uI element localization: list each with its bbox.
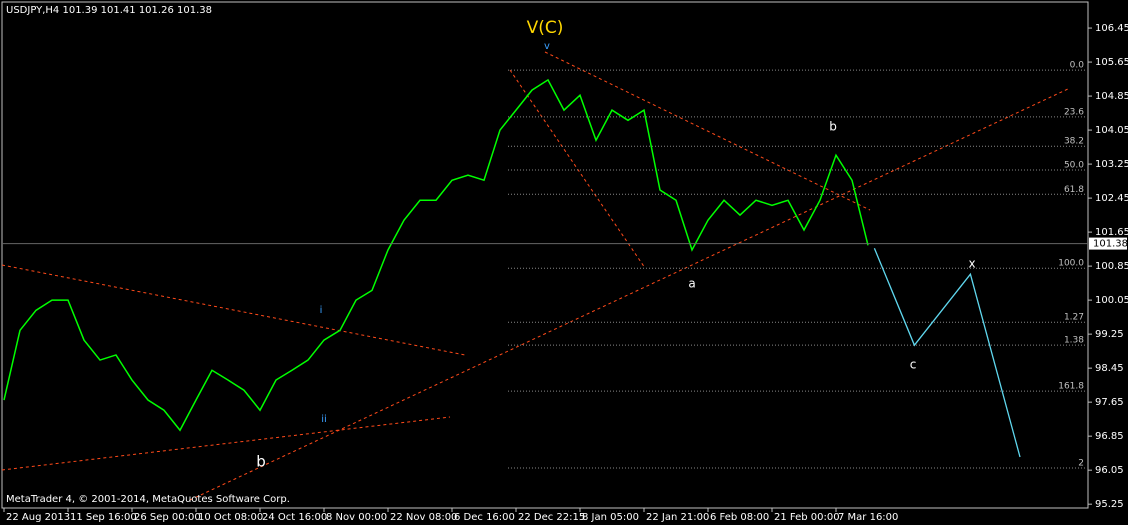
y-tick-label: 99.25 bbox=[1095, 329, 1124, 340]
y-tick-label: 103.25 bbox=[1095, 159, 1128, 170]
y-tick-label: 96.05 bbox=[1095, 465, 1124, 476]
fib-label: 61.8 bbox=[1064, 185, 1084, 195]
fib-label: 2 bbox=[1078, 459, 1084, 469]
y-tick-label: 95.25 bbox=[1095, 499, 1124, 510]
wave-label: v bbox=[544, 41, 550, 52]
fib-label: 161.8 bbox=[1058, 382, 1084, 392]
footer: MetaTrader 4, © 2001-2014, MetaQuotes So… bbox=[6, 494, 290, 505]
wave-label: b bbox=[256, 453, 266, 471]
y-tick-label: 104.05 bbox=[1095, 125, 1128, 136]
y-tick-label: 100.05 bbox=[1095, 295, 1128, 306]
wave-label: x bbox=[968, 257, 975, 271]
trend-lines bbox=[1, 51, 1071, 501]
x-tick-label: 22 Dec 22:15 bbox=[518, 512, 585, 523]
y-tick-label: 98.45 bbox=[1095, 363, 1124, 374]
chart-title: USDJPY,H4 101.39 101.41 101.26 101.38 bbox=[6, 5, 212, 16]
y-tick-label: 105.65 bbox=[1095, 57, 1128, 68]
y-tick-label: 102.45 bbox=[1095, 193, 1128, 204]
y-tick-label: 100.85 bbox=[1095, 261, 1128, 272]
fib-label: 50.0 bbox=[1064, 161, 1084, 171]
y-tick-label: 96.85 bbox=[1095, 431, 1124, 442]
plot-frame bbox=[1, 1, 1089, 509]
x-tick-label: 7 Mar 16:00 bbox=[838, 512, 898, 523]
y-tick-label: 101.65 bbox=[1095, 227, 1128, 238]
x-tick-label: 26 Sep 00:00 bbox=[134, 512, 201, 523]
x-tick-label: 21 Feb 00:00 bbox=[774, 512, 840, 523]
fib-label: 1.38 bbox=[1064, 336, 1084, 346]
x-tick-label: 22 Aug 2013 bbox=[6, 512, 70, 523]
fib-label: 23.6 bbox=[1064, 107, 1084, 117]
wave-label: b bbox=[829, 120, 837, 134]
x-tick-label: 24 Oct 16:00 bbox=[262, 512, 327, 523]
fib-label: 38.2 bbox=[1064, 137, 1084, 147]
y-tick-label: 104.85 bbox=[1095, 91, 1128, 102]
x-tick-label: 8 Nov 00:00 bbox=[326, 512, 387, 523]
x-tick-label: 11 Sep 16:00 bbox=[70, 512, 137, 523]
x-tick-label: 8 Jan 05:00 bbox=[582, 512, 639, 523]
wave-label: c bbox=[910, 358, 917, 372]
x-tick-label: 6 Feb 08:00 bbox=[710, 512, 769, 523]
current-price-box bbox=[1089, 237, 1127, 250]
fib-label: 0.0 bbox=[1070, 61, 1085, 71]
y-tick-label: 97.65 bbox=[1095, 397, 1124, 408]
y-tick-label: 106.45 bbox=[1095, 23, 1128, 34]
projection-line bbox=[873, 248, 1021, 458]
price-line bbox=[3, 78, 869, 432]
wave-label: a bbox=[688, 277, 695, 291]
x-tick-label: 10 Oct 08:00 bbox=[198, 512, 263, 523]
current-price-label: 101.38 bbox=[1093, 239, 1128, 250]
fib-label: 1.27 bbox=[1064, 313, 1084, 323]
x-tick-label: 22 Jan 21:00 bbox=[646, 512, 709, 523]
fib-label: 100.0 bbox=[1058, 259, 1084, 269]
wave-label: V(C) bbox=[527, 18, 564, 38]
x-tick-label: 22 Nov 08:00 bbox=[390, 512, 457, 523]
x-tick-label: 6 Dec 16:00 bbox=[454, 512, 515, 523]
wave-label: i bbox=[320, 305, 323, 316]
wave-label: ii bbox=[321, 414, 327, 425]
